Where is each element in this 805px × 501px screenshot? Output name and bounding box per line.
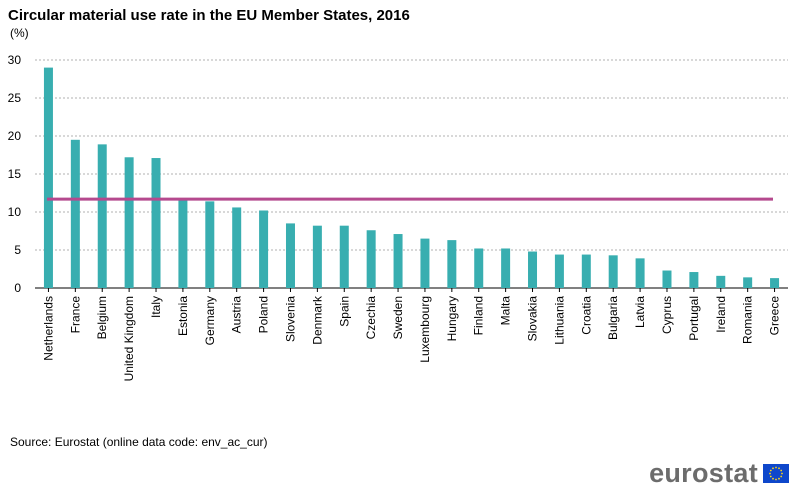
bar <box>339 225 349 288</box>
bars <box>43 67 780 288</box>
x-tick-label: Portugal <box>687 296 701 341</box>
eu-flag-icon <box>763 463 789 483</box>
bar <box>178 199 188 288</box>
bar <box>716 275 726 288</box>
x-tick-label: Czechia <box>364 296 378 340</box>
flag-star <box>775 466 777 468</box>
x-tick-label: Luxembourg <box>418 296 432 363</box>
x-tick-label: Austria <box>230 296 244 334</box>
x-tick-label: Greece <box>768 296 782 336</box>
y-axis-ticks: 0 5 10 15 20 25 30 <box>8 53 22 295</box>
bar <box>608 255 618 288</box>
flag-star <box>778 477 780 480</box>
flag-star <box>780 469 783 471</box>
bar <box>447 240 457 288</box>
bar <box>635 258 645 288</box>
flag-star <box>778 466 780 469</box>
bar <box>770 278 780 288</box>
x-tick-label: Cyprus <box>660 296 674 334</box>
x-tick-label: United Kingdom <box>122 296 136 381</box>
x-tick-label: Belgium <box>95 296 109 339</box>
bar <box>501 248 511 288</box>
y-tick-label: 25 <box>8 91 22 105</box>
flag-star <box>775 478 777 480</box>
bar <box>151 158 161 288</box>
flag-star <box>772 477 774 480</box>
bar <box>662 270 672 288</box>
bar <box>259 210 269 288</box>
bar <box>528 251 538 288</box>
bar <box>581 254 591 288</box>
x-tick-label: Malta <box>499 296 513 326</box>
x-tick-label: Estonia <box>176 296 190 336</box>
flag-star <box>781 472 783 474</box>
bar <box>689 272 699 288</box>
x-tick-label: Sweden <box>391 296 405 339</box>
x-tick-label: Poland <box>257 296 271 333</box>
chart-title: Circular material use rate in the EU Mem… <box>8 7 410 24</box>
grid-lines <box>35 59 788 289</box>
y-tick-label: 15 <box>8 167 22 181</box>
source-note: Source: Eurostat (online data code: env_… <box>10 435 268 449</box>
bar <box>312 225 322 288</box>
x-tick-label: Hungary <box>445 296 459 341</box>
bar <box>474 248 484 288</box>
y-tick-label: 5 <box>14 243 21 257</box>
x-tick-label: Latvia <box>633 296 647 328</box>
x-tick-label: Romania <box>741 296 755 344</box>
x-tick-label: Denmark <box>310 295 324 345</box>
bar <box>43 67 53 288</box>
y-tick-label: 30 <box>8 53 22 67</box>
y-tick-label: 0 <box>14 281 21 295</box>
x-tick-label: Lithuania <box>552 296 566 345</box>
x-axis-labels: Netherlands France Belgium United Kingdom It… <box>41 288 782 381</box>
x-tick-label: Slovakia <box>526 296 540 342</box>
x-tick-label: Netherlands <box>41 296 55 361</box>
bar-chart: 0 5 10 15 20 25 30 Netherlands France Belgium Uni… <box>8 53 788 381</box>
y-tick-label: 20 <box>8 129 22 143</box>
flag-star <box>772 466 774 469</box>
x-tick-label: Spain <box>337 296 351 327</box>
bar <box>554 254 564 288</box>
logo-text: eurostat <box>649 457 758 488</box>
bar <box>205 201 215 288</box>
x-tick-label: Italy <box>149 296 163 318</box>
flag-star <box>769 475 772 477</box>
eurostat-logo: eurostat <box>649 458 789 488</box>
flag-star <box>769 472 771 474</box>
y-tick-label: 10 <box>8 205 22 219</box>
bar <box>70 139 80 288</box>
x-tick-label: Slovenia <box>283 296 297 342</box>
bar <box>232 207 242 288</box>
bar <box>285 223 295 288</box>
flag-background <box>763 463 789 483</box>
x-tick-label: Finland <box>472 296 486 335</box>
bar <box>97 144 107 288</box>
y-axis-unit-label: (%) <box>10 26 29 40</box>
bar <box>366 230 376 288</box>
x-tick-label: Croatia <box>579 296 593 335</box>
flag-star <box>769 469 772 471</box>
x-tick-label: Ireland <box>714 296 728 333</box>
flag-star <box>780 475 783 477</box>
bar <box>743 277 753 288</box>
bar <box>124 157 134 288</box>
x-tick-label: Bulgaria <box>606 296 620 340</box>
x-tick-label: Germany <box>203 296 217 345</box>
bar <box>393 234 403 288</box>
x-tick-label: France <box>68 296 82 334</box>
bar <box>420 238 430 288</box>
